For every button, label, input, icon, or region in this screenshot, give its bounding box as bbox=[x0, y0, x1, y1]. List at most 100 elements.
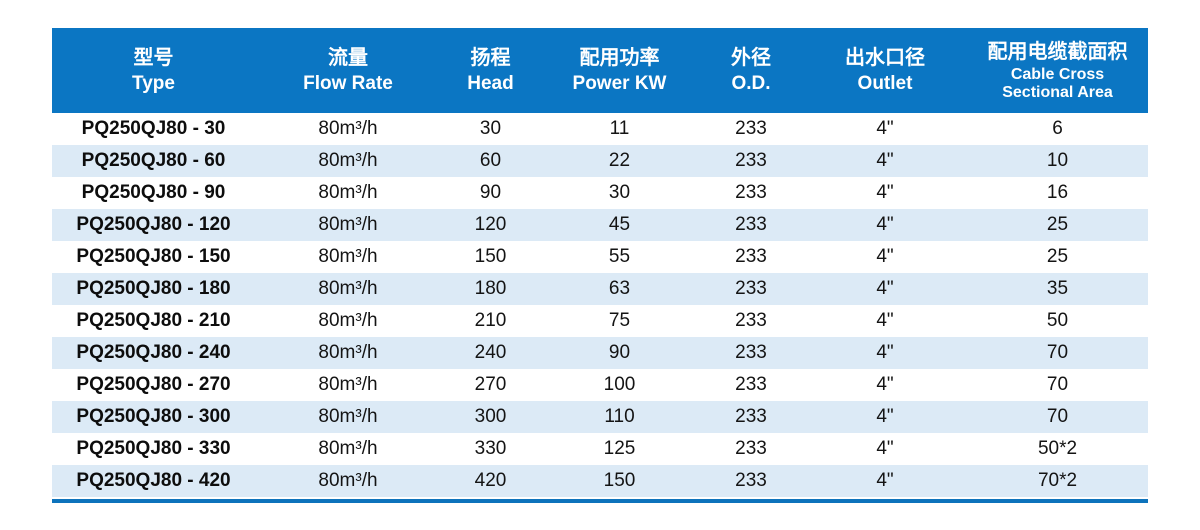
cell-head: 240 bbox=[441, 337, 540, 369]
cell-outlet: 4" bbox=[803, 337, 967, 369]
table-row: PQ250QJ80 - 60 80m³/h 60 22 233 4" 10 bbox=[52, 145, 1148, 177]
cell-flow-rate: 80m³/h bbox=[255, 433, 441, 465]
cell-od: 233 bbox=[699, 241, 803, 273]
cell-head: 90 bbox=[441, 177, 540, 209]
cell-outlet: 4" bbox=[803, 209, 967, 241]
cell-flow-rate: 80m³/h bbox=[255, 241, 441, 273]
cell-power-kw: 55 bbox=[540, 241, 699, 273]
cell-head: 60 bbox=[441, 145, 540, 177]
cell-power-kw: 11 bbox=[540, 113, 699, 145]
table-row: PQ250QJ80 - 30 80m³/h 30 11 233 4" 6 bbox=[52, 113, 1148, 145]
column-header-cable-cross-sectional-area: 配用电缆截面积 Cable Cross Sectional Area bbox=[967, 28, 1148, 113]
cell-flow-rate: 80m³/h bbox=[255, 113, 441, 145]
cell-flow-rate: 80m³/h bbox=[255, 177, 441, 209]
cell-power-kw: 75 bbox=[540, 305, 699, 337]
column-header-head-zh: 扬程 bbox=[470, 46, 511, 69]
cell-cable: 10 bbox=[967, 145, 1148, 177]
cell-od: 233 bbox=[699, 145, 803, 177]
cell-outlet: 4" bbox=[803, 465, 967, 497]
column-header-outlet: 出水口径 Outlet bbox=[803, 28, 967, 113]
cell-cable: 70 bbox=[967, 401, 1148, 433]
cell-flow-rate: 80m³/h bbox=[255, 465, 441, 497]
column-header-cable-zh: 配用电缆截面积 bbox=[987, 40, 1128, 63]
column-header-cable-en-line2: Sectional Area bbox=[1002, 84, 1113, 101]
cell-type: PQ250QJ80 - 90 bbox=[52, 177, 255, 209]
column-header-type: 型号 Type bbox=[52, 28, 255, 113]
cell-od: 233 bbox=[699, 401, 803, 433]
cell-flow-rate: 80m³/h bbox=[255, 273, 441, 305]
cell-type: PQ250QJ80 - 180 bbox=[52, 273, 255, 305]
cell-power-kw: 63 bbox=[540, 273, 699, 305]
cell-power-kw: 100 bbox=[540, 369, 699, 401]
table-body: PQ250QJ80 - 30 80m³/h 30 11 233 4" 6 PQ250QJ80 … bbox=[52, 113, 1148, 497]
table-row: PQ250QJ80 - 300 80m³/h 300 110 233 4" 70 bbox=[52, 401, 1148, 433]
cell-head: 30 bbox=[441, 113, 540, 145]
table-row: PQ250QJ80 - 270 80m³/h 270 100 233 4" 70 bbox=[52, 369, 1148, 401]
column-header-head-en: Head bbox=[467, 72, 514, 94]
table-row: PQ250QJ80 - 420 80m³/h 420 150 233 4" 70*2 bbox=[52, 465, 1148, 497]
cell-power-kw: 30 bbox=[540, 177, 699, 209]
cell-cable: 6 bbox=[967, 113, 1148, 145]
cell-type: PQ250QJ80 - 120 bbox=[52, 209, 255, 241]
cell-od: 233 bbox=[699, 465, 803, 497]
cell-type: PQ250QJ80 - 420 bbox=[52, 465, 255, 497]
cell-outlet: 4" bbox=[803, 273, 967, 305]
cell-outlet: 4" bbox=[803, 433, 967, 465]
cell-od: 233 bbox=[699, 113, 803, 145]
cell-outlet: 4" bbox=[803, 401, 967, 433]
table-row: PQ250QJ80 - 240 80m³/h 240 90 233 4" 70 bbox=[52, 337, 1148, 369]
column-header-type-en: Type bbox=[132, 72, 175, 94]
cell-head: 120 bbox=[441, 209, 540, 241]
table-row: PQ250QJ80 - 90 80m³/h 90 30 233 4" 16 bbox=[52, 177, 1148, 209]
cell-od: 233 bbox=[699, 273, 803, 305]
cell-head: 330 bbox=[441, 433, 540, 465]
cell-outlet: 4" bbox=[803, 241, 967, 273]
table-row: PQ250QJ80 - 210 80m³/h 210 75 233 4" 50 bbox=[52, 305, 1148, 337]
cell-type: PQ250QJ80 - 270 bbox=[52, 369, 255, 401]
cell-od: 233 bbox=[699, 305, 803, 337]
column-header-type-zh: 型号 bbox=[133, 46, 174, 69]
column-header-flow-rate-en: Flow Rate bbox=[303, 72, 393, 94]
cell-head: 300 bbox=[441, 401, 540, 433]
column-header-flow-rate-zh: 流量 bbox=[328, 46, 368, 69]
table-row: PQ250QJ80 - 330 80m³/h 330 125 233 4" 50*2 bbox=[52, 433, 1148, 465]
column-header-cable-en-line1: Cable Cross bbox=[1010, 65, 1105, 83]
column-header-power-kw: 配用功率 Power KW bbox=[540, 28, 699, 113]
column-header-head: 扬程 Head bbox=[441, 28, 540, 113]
cell-od: 233 bbox=[699, 369, 803, 401]
cell-od: 233 bbox=[699, 433, 803, 465]
cell-type: PQ250QJ80 - 240 bbox=[52, 337, 255, 369]
cell-flow-rate: 80m³/h bbox=[255, 209, 441, 241]
cell-flow-rate: 80m³/h bbox=[255, 369, 441, 401]
cell-cable: 50 bbox=[967, 305, 1148, 337]
cell-outlet: 4" bbox=[803, 145, 967, 177]
cell-type: PQ250QJ80 - 210 bbox=[52, 305, 255, 337]
cell-power-kw: 150 bbox=[540, 465, 699, 497]
column-header-flow-rate: 流量 Flow Rate bbox=[255, 28, 441, 113]
cell-od: 233 bbox=[699, 177, 803, 209]
cell-power-kw: 90 bbox=[540, 337, 699, 369]
header-row: 型号 Type 流量 Flow Rate 扬程 Head 配用功率 Power … bbox=[52, 28, 1148, 113]
cell-head: 270 bbox=[441, 369, 540, 401]
cell-cable: 70 bbox=[967, 369, 1148, 401]
pump-spec-sheet: 型号 Type 流量 Flow Rate 扬程 Head 配用功率 Power … bbox=[52, 28, 1148, 503]
table-bottom-rule bbox=[52, 499, 1148, 503]
cell-outlet: 4" bbox=[803, 177, 967, 209]
cell-type: PQ250QJ80 - 300 bbox=[52, 401, 255, 433]
column-header-od-en: O.D. bbox=[731, 72, 771, 94]
cell-head: 210 bbox=[441, 305, 540, 337]
cell-cable: 35 bbox=[967, 273, 1148, 305]
cell-od: 233 bbox=[699, 337, 803, 369]
cell-cable: 70*2 bbox=[967, 465, 1148, 497]
cell-flow-rate: 80m³/h bbox=[255, 305, 441, 337]
cell-flow-rate: 80m³/h bbox=[255, 401, 441, 433]
cell-type: PQ250QJ80 - 30 bbox=[52, 113, 255, 145]
pump-spec-table: 型号 Type 流量 Flow Rate 扬程 Head 配用功率 Power … bbox=[52, 28, 1148, 497]
cell-cable: 16 bbox=[967, 177, 1148, 209]
cell-flow-rate: 80m³/h bbox=[255, 145, 441, 177]
cell-type: PQ250QJ80 - 60 bbox=[52, 145, 255, 177]
cell-head: 150 bbox=[441, 241, 540, 273]
table-row: PQ250QJ80 - 180 80m³/h 180 63 233 4" 35 bbox=[52, 273, 1148, 305]
cell-od: 233 bbox=[699, 209, 803, 241]
cell-outlet: 4" bbox=[803, 113, 967, 145]
